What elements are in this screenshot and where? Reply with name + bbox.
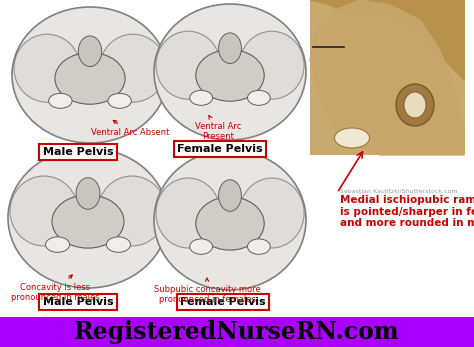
- Text: Ventral Arc
Present: Ventral Arc Present: [195, 116, 241, 141]
- Ellipse shape: [219, 180, 241, 211]
- Text: Male Pelvis: Male Pelvis: [43, 147, 113, 157]
- Ellipse shape: [98, 176, 166, 246]
- Ellipse shape: [196, 197, 264, 250]
- Text: Concavity is less
pronounced in males: Concavity is less pronounced in males: [11, 275, 100, 302]
- Ellipse shape: [239, 31, 304, 99]
- Ellipse shape: [154, 4, 306, 140]
- Text: Male Pelvis: Male Pelvis: [43, 297, 113, 307]
- Ellipse shape: [14, 34, 80, 102]
- Text: Medial ischiopubic ramus
is pointed/sharper in females
and more rounded in males: Medial ischiopubic ramus is pointed/shar…: [340, 195, 474, 228]
- Polygon shape: [310, 0, 464, 80]
- Ellipse shape: [76, 178, 100, 209]
- Text: RegisteredNurseRN.com: RegisteredNurseRN.com: [74, 320, 400, 344]
- Ellipse shape: [55, 52, 125, 104]
- Ellipse shape: [52, 195, 124, 248]
- Ellipse shape: [8, 148, 168, 288]
- Ellipse shape: [404, 92, 426, 118]
- Bar: [310, 0, 465, 155]
- Ellipse shape: [219, 33, 241, 64]
- Ellipse shape: [46, 237, 70, 252]
- Ellipse shape: [396, 84, 434, 126]
- Text: Female Pelvis: Female Pelvis: [177, 144, 263, 154]
- Ellipse shape: [247, 239, 270, 254]
- Ellipse shape: [78, 36, 102, 67]
- Text: Sebastian Kaulitzki/Shutterstock.com: Sebastian Kaulitzki/Shutterstock.com: [340, 188, 457, 193]
- Ellipse shape: [239, 178, 304, 248]
- Ellipse shape: [100, 34, 166, 102]
- Text: Ventral Arc Absent: Ventral Arc Absent: [91, 120, 169, 137]
- Ellipse shape: [10, 176, 78, 246]
- Ellipse shape: [156, 31, 220, 99]
- Ellipse shape: [154, 150, 306, 290]
- Ellipse shape: [106, 237, 130, 252]
- Ellipse shape: [247, 90, 270, 105]
- Ellipse shape: [108, 93, 131, 108]
- Ellipse shape: [196, 50, 264, 101]
- Polygon shape: [310, 0, 464, 155]
- Ellipse shape: [49, 93, 72, 108]
- Bar: [0, 317, 474, 347]
- Ellipse shape: [335, 128, 370, 148]
- Ellipse shape: [12, 7, 168, 143]
- Ellipse shape: [190, 239, 212, 254]
- Ellipse shape: [190, 90, 212, 105]
- Text: Female Pelvis: Female Pelvis: [180, 297, 266, 307]
- Ellipse shape: [156, 178, 220, 248]
- Text: Subpubic concavity more
pronounced in females: Subpubic concavity more pronounced in fe…: [154, 278, 260, 304]
